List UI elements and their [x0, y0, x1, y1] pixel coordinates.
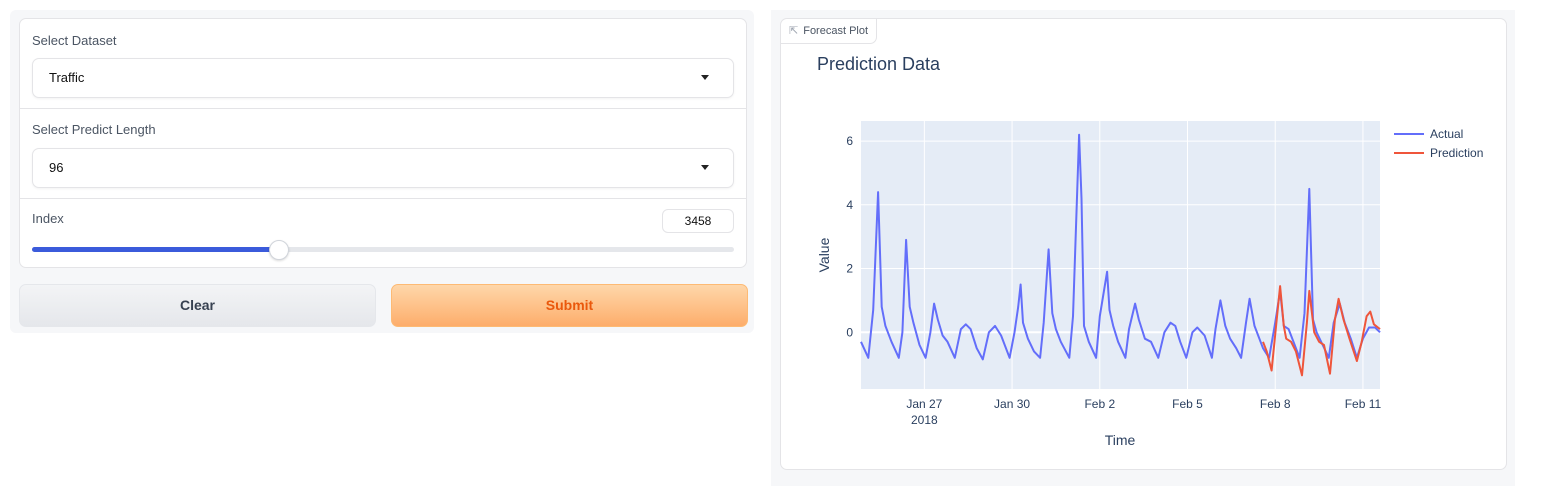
legend-label-prediction: Prediction [1430, 146, 1483, 160]
legend-label-actual: Actual [1430, 127, 1463, 141]
series-line-actual [860, 133, 1381, 361]
x-axis-label: Time [1105, 432, 1136, 448]
dataset-value: Traffic [49, 70, 85, 85]
predict-length-label: Select Predict Length [32, 122, 156, 137]
forecast-plot-tab: ⇱ Forecast Plot [781, 19, 878, 44]
x-tick-sublabel: 2018 [911, 413, 938, 427]
y-tick-label: 6 [846, 134, 853, 148]
clear-button[interactable]: Clear [19, 284, 376, 327]
predict-length-dropdown[interactable]: 96 [32, 148, 734, 188]
x-tick-label: Feb 11 [1345, 397, 1382, 411]
dataset-dropdown[interactable]: Traffic [32, 58, 734, 98]
slider-thumb[interactable] [268, 240, 289, 260]
predict-length-value: 96 [49, 160, 64, 175]
chevron-down-icon [701, 75, 709, 80]
chart-title: Prediction Data [817, 54, 941, 74]
controls-panel: Select Dataset Traffic Select Predict Le… [10, 10, 754, 333]
y-tick-label: 0 [846, 325, 853, 339]
dataset-section: Select Dataset Traffic [20, 19, 746, 109]
form-card: Select Dataset Traffic Select Predict Le… [19, 18, 747, 268]
predict-length-section: Select Predict Length 96 [20, 109, 746, 199]
x-tick-label: Jan 27 [906, 397, 942, 411]
x-tick-label: Feb 5 [1172, 397, 1203, 411]
chart-icon: ⇱ [789, 25, 799, 37]
x-tick-label: Feb 8 [1260, 397, 1291, 411]
y-tick-label: 4 [846, 198, 853, 212]
tab-label-text: Forecast Plot [803, 25, 869, 37]
dataset-label: Select Dataset [32, 33, 117, 48]
y-tick-label: 2 [846, 262, 853, 276]
series-line-prediction [1262, 285, 1381, 377]
submit-button[interactable]: Submit [391, 284, 748, 327]
forecast-chart[interactable]: Prediction Data Jan 27 2018 Jan 30 Feb 2 Feb… [781, 19, 1506, 469]
x-tick-label: Jan 30 [994, 397, 1030, 411]
y-axis-label: Value [816, 237, 832, 272]
slider-fill [32, 247, 278, 252]
index-slider[interactable] [32, 240, 734, 260]
x-tick-label: Feb 2 [1084, 397, 1115, 411]
forecast-plot-card: ⇱ Forecast Plot Prediction Data Jan 27 201… [780, 18, 1507, 470]
index-number-input[interactable]: 3458 [662, 209, 734, 233]
index-label: Index [32, 211, 64, 226]
chevron-down-icon [701, 165, 709, 170]
